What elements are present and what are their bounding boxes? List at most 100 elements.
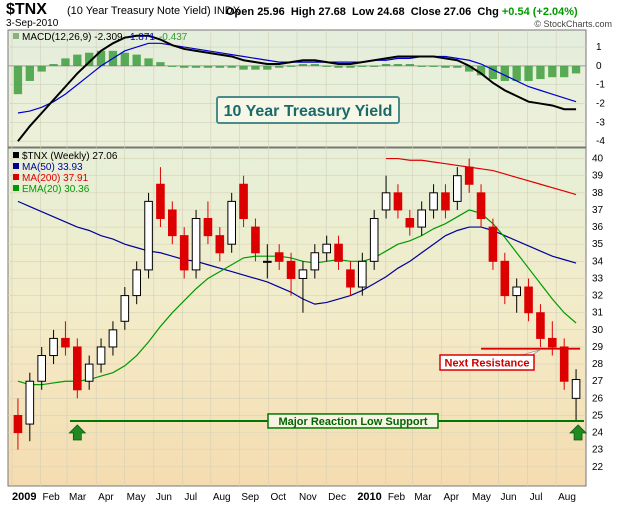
macd-histogram-bar xyxy=(263,65,272,70)
macd-histogram-bar xyxy=(322,65,331,67)
price-y-tick-label: 37 xyxy=(592,205,604,216)
candle-body xyxy=(298,269,308,279)
x-month-label: 2009 xyxy=(12,491,36,503)
candle-body xyxy=(464,166,474,185)
candle-body xyxy=(322,243,331,254)
price-y-tick-label: 25 xyxy=(592,410,604,421)
candle-body xyxy=(476,192,486,220)
ticker-symbol: $TNX xyxy=(6,1,47,18)
candle-body xyxy=(191,218,201,271)
legend-swatch-price xyxy=(13,152,19,158)
legend-ema20: EMA(20) 30.36 xyxy=(22,184,90,195)
price-y-tick-label: 28 xyxy=(592,359,604,370)
price-y-tick-label: 26 xyxy=(592,393,604,404)
candle-body xyxy=(263,260,272,263)
macd-histogram-bar xyxy=(548,65,557,78)
macd-histogram-bar xyxy=(73,54,82,66)
macd-histogram-bar xyxy=(334,65,343,68)
x-month-label: May xyxy=(472,492,491,503)
macd-histogram-bar xyxy=(37,65,46,72)
candle-body xyxy=(49,337,58,357)
resistance-label: Next Resistance xyxy=(445,358,530,370)
candle-body xyxy=(429,192,438,211)
x-month-label: Nov xyxy=(299,492,317,503)
candle-body xyxy=(215,235,225,254)
macd-legend-swatch xyxy=(13,33,19,39)
macd-histogram-bar xyxy=(536,65,545,80)
macd-histogram-bar xyxy=(560,65,569,78)
macd-y-tick-label: 1 xyxy=(596,42,602,53)
price-y-tick-label: 30 xyxy=(592,325,604,336)
candle-body xyxy=(251,226,260,254)
x-month-label: Apr xyxy=(98,492,114,503)
price-layer xyxy=(13,157,581,450)
macd-histogram-bar xyxy=(156,62,165,66)
security-name: (10 Year Treasury Note Yield) INDX xyxy=(67,5,241,17)
legend-swatch-ma50 xyxy=(13,163,19,169)
quote-date: 3-Sep-2010 xyxy=(6,18,59,29)
candle-body xyxy=(393,192,403,211)
chart-title: 10 Year Treasury Yield xyxy=(224,103,393,120)
candle-body xyxy=(120,295,130,322)
macd-histogram-bar xyxy=(227,65,236,68)
macd-histogram-bar xyxy=(524,65,533,81)
macd-histogram-bar xyxy=(358,65,367,67)
candle-body xyxy=(84,363,94,382)
annotation-layer: Major Reaction Low Support Next Resistanc… xyxy=(68,347,588,441)
candle-body xyxy=(548,337,557,348)
price-y-tick-label: 34 xyxy=(592,256,604,267)
macd-line xyxy=(17,34,577,142)
macd-y-tick-label: -3 xyxy=(596,117,605,128)
price-y-tick-label: 39 xyxy=(592,171,604,182)
x-month-label: Feb xyxy=(388,492,406,503)
macd-histogram-bar xyxy=(168,65,177,67)
candle-body xyxy=(156,183,165,220)
candle-body xyxy=(346,269,355,288)
candle-body xyxy=(381,192,391,211)
candle-body xyxy=(536,312,545,339)
legend-ma50: MA(50) 33.93 xyxy=(22,162,83,173)
macd-y-tick-label: 0 xyxy=(596,61,602,72)
candle-body xyxy=(500,260,510,297)
candle-body xyxy=(108,329,118,348)
macd-histogram-bar xyxy=(453,65,462,68)
macd-histogram-bar xyxy=(286,65,296,67)
candle-body xyxy=(144,200,153,271)
price-y-tick-label: 22 xyxy=(592,462,604,473)
quote-summary: Open 25.96 High 27.68 Low 24.68 Close 27… xyxy=(226,6,578,18)
candle-body xyxy=(96,346,106,365)
candle-body xyxy=(73,346,82,391)
macd-histogram-bar xyxy=(144,58,153,66)
grid-lines xyxy=(8,30,586,486)
candle-body xyxy=(61,337,70,348)
macd-histogram-bar xyxy=(405,64,414,66)
chart-header: $TNX (10 Year Treasury Note Yield) INDX … xyxy=(0,0,620,30)
legend-price: $TNX (Weekly) 27.06 xyxy=(22,151,118,162)
macd-histogram-bar xyxy=(215,65,224,68)
candle-body xyxy=(559,346,569,382)
x-month-label: Jul xyxy=(530,492,543,503)
macd-histogram-bar xyxy=(96,50,106,66)
candle-body xyxy=(37,355,46,382)
candle-body xyxy=(310,252,320,271)
macd-histogram-bar xyxy=(381,64,391,66)
macd-histogram-bar xyxy=(441,65,450,68)
macd-y-tick-label: -2 xyxy=(596,99,605,110)
candle-body xyxy=(286,260,296,279)
macd-histogram-bar xyxy=(417,65,426,67)
macd-histogram-bar xyxy=(239,65,248,70)
macd-histogram-bar xyxy=(476,65,486,76)
price-y-tick-label: 24 xyxy=(592,428,604,439)
macd-histogram-bar xyxy=(393,64,403,66)
price-y-tick-label: 32 xyxy=(592,291,604,302)
support-label: Major Reaction Low Support xyxy=(278,416,427,428)
price-y-tick-label: 27 xyxy=(592,376,604,387)
macd-histogram-bar xyxy=(571,65,581,74)
ma200-line xyxy=(386,157,577,196)
macd-y-tick-label: -4 xyxy=(596,136,605,147)
macd-histogram-bar xyxy=(429,65,438,67)
candle-body xyxy=(405,218,415,228)
legend-swatch-ma200 xyxy=(13,174,19,180)
price-legend: $TNX (Weekly) 27.06 MA(50) 33.93 MA(200)… xyxy=(13,151,118,195)
